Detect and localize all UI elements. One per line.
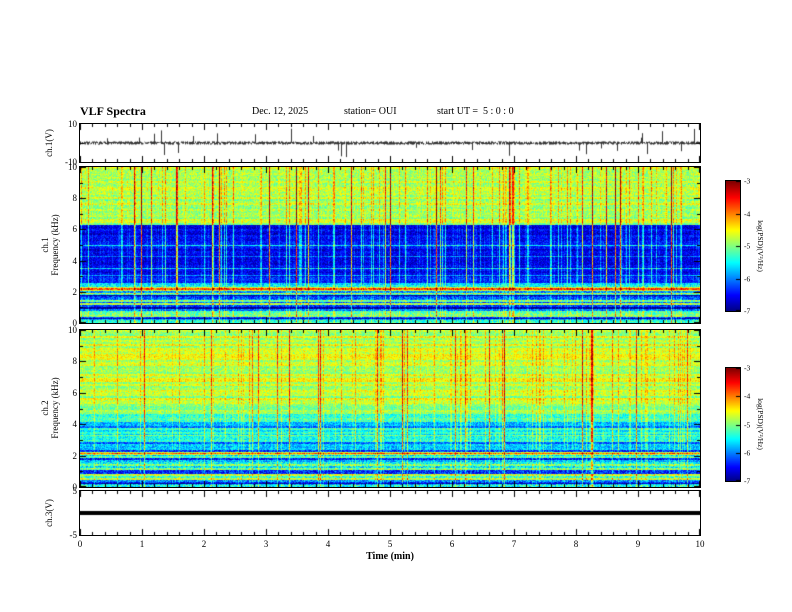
ytick-ch1-spec-6: 6 <box>72 224 78 235</box>
cbtick-cb1--3: -3 <box>744 176 751 186</box>
ytick-ch2-spec-6: 6 <box>72 387 78 398</box>
ch3-waveform-plot <box>79 490 701 536</box>
ch1-waveform-plot <box>79 123 701 163</box>
ytick-ch2-spec-8: 8 <box>72 356 78 367</box>
ytick-ch2-spec-4: 4 <box>72 419 78 430</box>
ytick-ch1-spec-2: 2 <box>72 286 78 297</box>
ytick-ch1-spec-10: 10 <box>68 162 77 172</box>
ytick-ch1-spec-4: 4 <box>72 255 78 266</box>
ch1-axis-channel-label: ch.1 <box>40 237 50 253</box>
xtick-8: 8 <box>573 539 579 549</box>
cbtick-cb1--7: -7 <box>744 306 751 316</box>
xtick-4: 4 <box>325 539 331 549</box>
xtick-6: 6 <box>449 539 455 549</box>
figure-date: Dec. 12, 2025 <box>252 106 309 117</box>
ytick-ch1-spec-8: 8 <box>72 193 78 204</box>
cbtick-cb2--7: -7 <box>744 476 751 486</box>
xtick-9: 9 <box>635 539 641 549</box>
time-axis-label: Time (min) <box>366 551 414 562</box>
ytick-ch1-spec-0: 0 <box>72 318 78 328</box>
xtick-1: 1 <box>139 539 145 549</box>
cbtick-cb2--4: -4 <box>744 391 751 401</box>
ch2-colorbar <box>725 367 741 482</box>
ch1-spectrogram <box>79 166 701 324</box>
ytick-ch3-wave--5: -5 <box>69 530 78 540</box>
cbtick-cb2--5: -5 <box>744 420 751 429</box>
ytick-ch3-wave-5: 5 <box>72 486 78 496</box>
ytick-ch2-spec-2: 2 <box>72 450 78 461</box>
cbtick-cb1--4: -4 <box>744 209 751 218</box>
ytick-ch2-spec-0: 0 <box>72 482 78 492</box>
ch1-colorbar-label: log(PSD)(V²/Hz) <box>756 220 765 272</box>
ch1-colorbar <box>725 180 741 312</box>
xtick-10: 10 <box>695 539 705 549</box>
ch2-axis-channel-label: ch.2 <box>40 400 50 416</box>
ytick-ch2-spec-10: 10 <box>68 325 77 335</box>
ch2-spectrogram <box>79 329 701 488</box>
start-ut-label: start UT = 5 : 0 : 0 <box>437 106 514 117</box>
cbtick-cb1--6: -6 <box>744 274 751 283</box>
cbtick-cb1--5: -5 <box>744 241 751 251</box>
xtick-2: 2 <box>201 539 207 549</box>
xtick-5: 5 <box>387 539 393 549</box>
figure-title: VLF Spectra <box>80 104 146 118</box>
station-label: station= OUI <box>344 106 397 117</box>
xtick-7: 7 <box>511 539 517 549</box>
ch2-colorbar-label: log(PSD)(V²/Hz) <box>756 398 765 450</box>
ytick-ch1-wave--10: -10 <box>65 157 77 167</box>
xtick-3: 3 <box>263 539 269 549</box>
cbtick-cb2--3: -3 <box>744 363 751 373</box>
xtick-0: 0 <box>77 539 83 549</box>
ytick-ch1-wave-10: 10 <box>68 119 77 129</box>
cbtick-cb2--6: -6 <box>744 448 751 458</box>
